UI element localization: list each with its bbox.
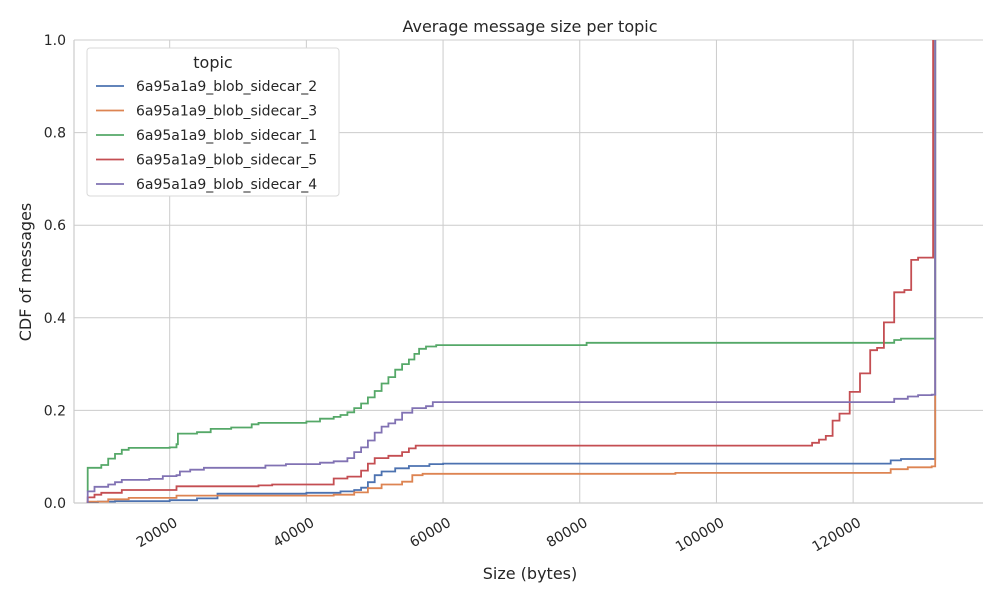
chart-title: Average message size per topic xyxy=(402,17,657,36)
series-line-2 xyxy=(86,40,937,503)
x-tick-label: 40000 xyxy=(271,515,318,551)
y-tick-label: 1.0 xyxy=(44,33,66,49)
series-line-3 xyxy=(86,40,937,492)
legend-box xyxy=(86,47,340,197)
legend-title: topic xyxy=(193,53,232,72)
legend-label: 6a95a1a9_blob_sidecar_1 xyxy=(136,128,317,144)
series-line-4 xyxy=(86,40,934,503)
y-tick-label: 0.2 xyxy=(44,403,66,419)
x-tick-label: 20000 xyxy=(134,515,181,551)
legend-label: 6a95a1a9_blob_sidecar_3 xyxy=(136,104,317,120)
y-tick-label: 0.0 xyxy=(44,496,66,512)
legend: topic 6a95a1a9_blob_sidecar_26a95a1a9_bl… xyxy=(86,47,340,197)
y-tick-label: 0.4 xyxy=(44,311,66,327)
legend-items: 6a95a1a9_blob_sidecar_2 6a95a1a9_blob_sid… xyxy=(96,79,317,193)
x-tick-label: 120000 xyxy=(810,515,864,556)
legend-label: 6a95a1a9_blob_sidecar_2 xyxy=(136,79,317,95)
x-tick-label: 60000 xyxy=(407,515,454,551)
legend-label: 6a95a1a9_blob_sidecar_5 xyxy=(136,153,317,169)
y-axis-label: CDF of messages xyxy=(16,203,35,342)
x-tick-label: 100000 xyxy=(673,515,727,556)
series-lines xyxy=(86,40,937,503)
y-tick-label: 0.8 xyxy=(44,126,66,142)
series-line-1 xyxy=(86,40,937,503)
x-axis-label: Size (bytes) xyxy=(483,564,578,583)
y-tick-label: 0.6 xyxy=(44,218,66,234)
axis-spines xyxy=(73,40,983,504)
series-line-5 xyxy=(86,40,937,503)
legend-label: 6a95a1a9_blob_sidecar_4 xyxy=(136,177,317,193)
x-tick-label: 80000 xyxy=(544,515,591,551)
